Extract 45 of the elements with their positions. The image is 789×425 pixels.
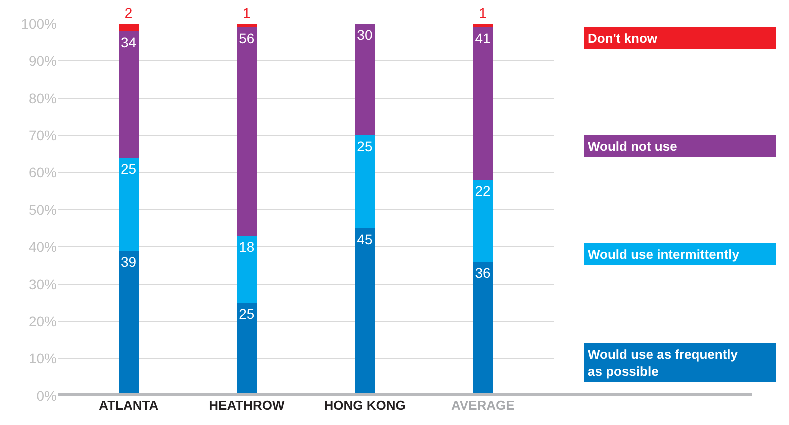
y-tick-label: 10% — [28, 350, 57, 367]
x-tick-label: HEATHROW — [209, 398, 286, 413]
y-tick-label: 100% — [21, 16, 57, 32]
bar — [473, 24, 494, 28]
data-label: 1 — [479, 5, 488, 21]
y-tick-label: 30% — [28, 276, 57, 292]
data-label: 36 — [475, 265, 492, 282]
bar — [118, 31, 139, 158]
bar — [118, 24, 139, 32]
x-tick-label: ATLANTA — [99, 398, 160, 413]
y-tick-label: 70% — [28, 128, 57, 144]
data-label: 2 — [124, 5, 133, 21]
x-tick-label: HONG KONG — [324, 398, 406, 413]
data-label: 25 — [120, 160, 137, 177]
y-tick-label: 50% — [28, 202, 57, 218]
data-label: 1 — [242, 5, 251, 21]
data-label: 30 — [357, 27, 373, 43]
text: Would use intermittently — [588, 247, 740, 262]
bar — [236, 236, 257, 303]
text: Would not use — [588, 139, 678, 154]
y-tick-label: 20% — [28, 314, 57, 330]
bar — [355, 136, 376, 229]
y-tick-label: 40% — [28, 239, 57, 256]
y-tick-label: 0% — [36, 388, 57, 404]
data-label: 45 — [357, 232, 373, 248]
bar — [118, 158, 139, 251]
text: Would use as frequently as possible — [588, 347, 739, 379]
bar — [473, 180, 494, 262]
bar — [473, 28, 494, 180]
y-tick-label: 80% — [28, 90, 57, 106]
bar — [355, 24, 376, 136]
data-label: 18 — [239, 239, 255, 256]
y-tick-label: 60% — [28, 164, 57, 181]
data-label: 56 — [239, 30, 255, 47]
data-label: 34 — [120, 34, 137, 50]
data-label: 39 — [120, 254, 137, 270]
bar — [236, 28, 257, 236]
data-label: 25 — [239, 306, 255, 322]
text: Don't know — [588, 31, 658, 46]
x-tick-label: AVERAGE — [451, 398, 516, 413]
data-label: 22 — [475, 183, 492, 200]
y-tick-label: 90% — [28, 53, 57, 70]
data-label: 41 — [475, 30, 492, 47]
data-label: 25 — [357, 138, 373, 155]
bar — [236, 24, 257, 28]
